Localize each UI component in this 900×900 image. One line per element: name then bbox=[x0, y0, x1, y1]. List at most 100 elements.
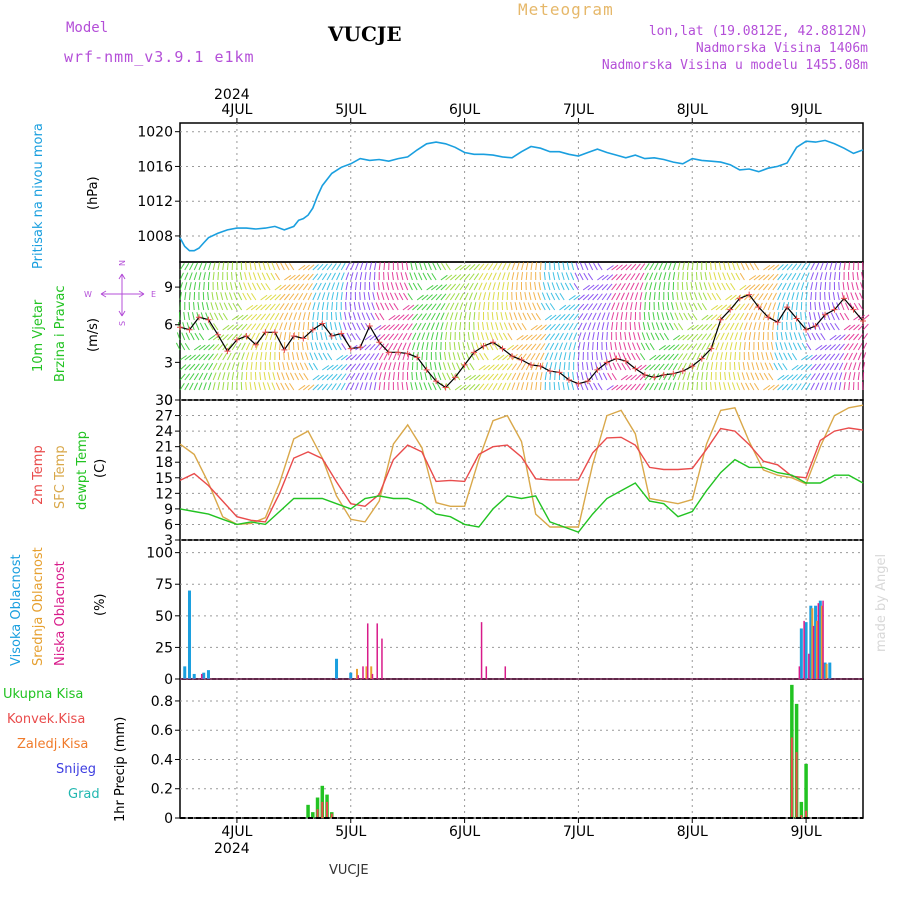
wind-barb bbox=[848, 324, 856, 331]
wind-barb bbox=[625, 383, 632, 391]
wind-barb bbox=[384, 302, 390, 311]
wind-barb bbox=[687, 324, 695, 331]
wind-barb bbox=[307, 283, 313, 291]
wind-barb bbox=[464, 273, 471, 281]
wind-barb bbox=[298, 372, 304, 381]
wind-barb bbox=[386, 282, 390, 291]
wind-barb bbox=[708, 282, 712, 291]
wind-barb bbox=[830, 312, 835, 321]
wind-barb bbox=[271, 262, 276, 271]
wind-barb bbox=[283, 332, 287, 341]
wind-barb bbox=[258, 262, 262, 271]
wind-barb bbox=[525, 372, 530, 381]
wind-barb bbox=[333, 332, 337, 341]
wind-barb bbox=[544, 342, 550, 351]
wind-barb bbox=[373, 372, 378, 381]
wind-barb bbox=[618, 342, 622, 351]
wind-barb bbox=[397, 362, 401, 371]
wind-barb bbox=[441, 372, 447, 381]
wind-barb bbox=[331, 292, 335, 301]
precip-panel-frame bbox=[179, 678, 864, 819]
wind-barb bbox=[857, 333, 864, 341]
wind-barb bbox=[321, 374, 329, 381]
wind-barb bbox=[782, 263, 789, 271]
wind-barb bbox=[326, 272, 332, 281]
wind-barb bbox=[835, 312, 840, 321]
wind-barb bbox=[473, 282, 479, 291]
wind-barb bbox=[375, 302, 380, 311]
wind-barb bbox=[819, 272, 823, 281]
wind-barb bbox=[734, 322, 739, 331]
wind-barb bbox=[184, 292, 187, 301]
wind-barb bbox=[857, 362, 861, 371]
wind-barb bbox=[739, 284, 747, 291]
wind-gust-marker bbox=[594, 366, 601, 373]
wind-barb bbox=[820, 333, 826, 341]
wind-barb bbox=[587, 322, 592, 331]
cloud-high-bar bbox=[192, 673, 196, 679]
wind-barb bbox=[851, 282, 855, 291]
wind-barb bbox=[670, 312, 674, 321]
wind-barb bbox=[631, 352, 636, 361]
wind-barb bbox=[464, 312, 467, 321]
wind-barb bbox=[419, 262, 423, 271]
wind-barb bbox=[862, 314, 870, 321]
wind-barb bbox=[767, 292, 773, 301]
wind-barb bbox=[355, 333, 361, 341]
wind-barb bbox=[217, 382, 220, 391]
wind-barb bbox=[640, 342, 646, 351]
wind-barb bbox=[706, 323, 713, 331]
wind-gust-marker bbox=[281, 346, 288, 353]
wind-barb bbox=[639, 282, 644, 291]
wind-barb bbox=[559, 292, 565, 301]
wind-barb bbox=[549, 314, 557, 321]
wind-barb bbox=[500, 312, 504, 321]
wind-barb bbox=[587, 273, 594, 281]
wind-barb bbox=[649, 382, 655, 391]
wind-barb bbox=[383, 261, 386, 271]
wind-barb bbox=[274, 312, 280, 321]
wind-barb bbox=[611, 302, 616, 311]
wind-barb bbox=[490, 322, 494, 331]
wind-barb bbox=[336, 262, 342, 271]
wind-barb bbox=[245, 352, 250, 361]
wind-barb bbox=[260, 352, 263, 361]
pressure-line bbox=[179, 139, 864, 252]
wind-barb bbox=[198, 353, 205, 361]
wind-barb bbox=[682, 353, 688, 361]
wind-barb bbox=[658, 373, 664, 381]
pressure-unit: (hPa) bbox=[86, 176, 101, 210]
wind-barb bbox=[687, 312, 693, 321]
wind-barb bbox=[298, 283, 305, 291]
wind-barb bbox=[611, 264, 619, 271]
wind-barb bbox=[829, 322, 835, 331]
wind-barb bbox=[679, 302, 684, 311]
wind-barb bbox=[374, 362, 379, 371]
rain-total-bar bbox=[311, 812, 315, 818]
wind-barb bbox=[691, 333, 699, 341]
wind-barb bbox=[311, 331, 314, 341]
wind-barb bbox=[677, 323, 684, 331]
day-label-top: 4JUL bbox=[221, 102, 252, 118]
wind-barb bbox=[794, 322, 798, 331]
wind-barb bbox=[824, 344, 832, 351]
cloud-high-bar bbox=[183, 666, 187, 679]
wind-barb bbox=[405, 382, 409, 391]
wind-gust-marker bbox=[471, 349, 478, 356]
wind-barb bbox=[540, 302, 546, 311]
wind-barb bbox=[819, 262, 824, 271]
wind-barb bbox=[824, 353, 831, 361]
wind-barb bbox=[250, 361, 253, 371]
wind-barb bbox=[204, 322, 209, 331]
wind-barb bbox=[184, 364, 191, 371]
wind-barb bbox=[625, 302, 629, 311]
wind-barb bbox=[605, 341, 608, 351]
wind-barb bbox=[666, 302, 670, 311]
wind-barb bbox=[630, 383, 637, 391]
wind-barb bbox=[758, 293, 764, 301]
wind-barb bbox=[796, 292, 799, 301]
wind-barb bbox=[535, 343, 541, 351]
wind-barb bbox=[582, 284, 590, 291]
wind-barb bbox=[525, 334, 533, 341]
wind-barb bbox=[502, 272, 506, 281]
